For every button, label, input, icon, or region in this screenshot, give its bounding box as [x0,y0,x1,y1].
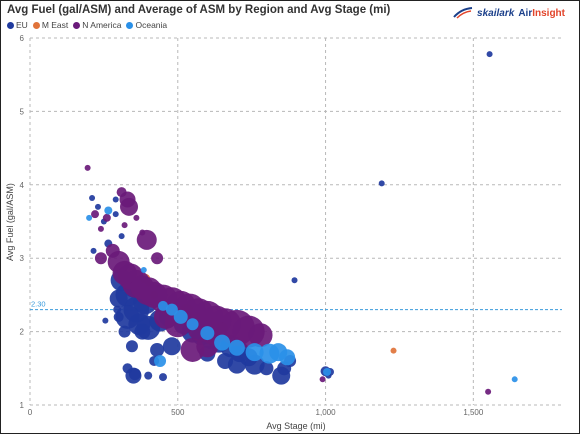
bubble-eu[interactable] [102,317,109,324]
bubble-eu[interactable] [90,247,97,254]
bubble-n-america[interactable] [151,252,164,265]
y-tick-label: 2 [20,328,25,337]
x-tick-label: 1,000 [316,408,337,417]
bubble-n-america[interactable] [130,275,155,300]
legend-dot-oceania [126,21,134,29]
legend-dot-m-east [32,21,40,29]
bubble-eu[interactable] [217,352,234,369]
legend-item-eu[interactable]: EU [7,20,28,30]
legend-item-oceania[interactable]: Oceania [126,20,167,30]
bubble-n-america[interactable] [133,214,140,221]
legend-dot-eu [7,21,14,29]
bubble-oceania[interactable] [511,376,518,383]
bubble-eu[interactable] [109,289,128,308]
grid-lines [29,37,562,406]
bubble-oceania[interactable] [186,318,199,331]
bubble-n-america[interactable] [97,225,104,232]
bubble-n-america[interactable] [105,243,120,258]
y-tick-label: 1 [20,401,25,410]
bubble-n-america[interactable] [485,388,492,395]
chart-title: Avg Fuel (gal/ASM) and Average of ASM by… [7,4,391,16]
airplane-swoosh-icon [453,7,473,19]
bubble-n-america[interactable] [121,222,128,229]
bubble-oceania[interactable] [279,349,296,366]
bubble-eu[interactable] [486,51,493,58]
bubble-eu[interactable] [128,368,141,381]
legend-item-n-america[interactable]: N America [73,20,121,30]
bubble-n-america[interactable] [319,376,326,383]
logo-insight: Insight [532,7,565,19]
x-tick-label: 1,500 [463,408,484,417]
x-tick-label: 0 [28,408,33,417]
bubble-oceania[interactable] [86,214,93,221]
bubble-eu[interactable] [159,373,167,382]
bubble-eu[interactable] [122,363,133,374]
bubble-eu[interactable] [112,211,119,218]
bubble-n-america[interactable] [91,210,100,219]
bubble-oceania[interactable] [104,206,113,215]
bubble-n-america[interactable] [139,229,146,236]
bubble-n-america[interactable] [84,164,91,171]
legend-label-n-america: N America [82,20,122,30]
x-axis-title: Avg Stage (mi) [266,421,325,431]
bubble-n-america[interactable] [248,323,273,348]
y-tick-label: 6 [20,34,25,43]
bubble-oceania[interactable] [173,309,188,324]
legend: EU M East N America Oceania [7,20,167,30]
x-axis-ticks: 0 500 1,000 1,500 [28,408,484,417]
logo-brand-primary: skailark [477,7,515,19]
brand-logo: skailark AirInsight [453,7,565,19]
data-points [84,51,518,395]
bubble-eu[interactable] [89,195,96,202]
bubble-eu[interactable] [125,340,138,353]
bubble-eu[interactable] [259,361,274,376]
bubble-oceania[interactable] [214,334,231,351]
legend-label-oceania: Oceania [135,20,168,30]
bubble-eu[interactable] [113,311,124,322]
reference-line: 2.30 [30,300,562,311]
bubble-oceania[interactable] [158,300,168,311]
bubble-n-america[interactable] [102,213,111,222]
bubble-eu[interactable] [291,277,298,284]
bubble-n-america[interactable] [196,335,219,358]
y-tick-label: 5 [20,107,25,116]
bubble-eu[interactable] [118,325,131,338]
x-tick-label: 500 [171,408,185,417]
reference-line-label: 2.30 [31,300,46,309]
bubble-eu[interactable] [144,371,153,380]
bubble-eu[interactable] [118,233,125,240]
bubble-eu[interactable] [112,196,119,203]
bubble-n-america[interactable] [94,252,107,265]
bubble-eu[interactable] [134,323,151,340]
legend-label-m-east: M East [41,20,69,30]
bubble-eu[interactable] [162,337,181,356]
logo-brand-secondary: AirInsight [518,8,565,19]
y-tick-label: 3 [20,254,25,263]
bubble-eu[interactable] [94,203,101,210]
bubble-oceania[interactable] [200,326,215,341]
legend-label-eu: EU [16,20,28,30]
bubble-oceania[interactable] [154,354,167,367]
bubble-oceania[interactable] [323,367,332,376]
bubble-n-america[interactable] [116,187,127,198]
bubble-eu[interactable] [113,305,122,314]
legend-dot-n-america [73,21,81,29]
bubble-m-east[interactable] [390,347,397,354]
bubble-oceania[interactable] [140,266,147,273]
bubble-oceania[interactable] [245,343,264,362]
legend-item-m-east[interactable]: M East [32,20,69,30]
y-axis-ticks: 1 2 3 4 5 6 [20,34,25,410]
bubble-oceania[interactable] [165,303,178,316]
bubble-oceania[interactable] [228,339,245,356]
bubble-eu[interactable] [378,180,385,187]
bubble-eu[interactable] [150,342,165,357]
y-axis-title: Avg Fuel (gal/ASM) [5,183,15,261]
logo-air: Air [518,7,533,19]
y-tick-label: 4 [20,181,25,190]
